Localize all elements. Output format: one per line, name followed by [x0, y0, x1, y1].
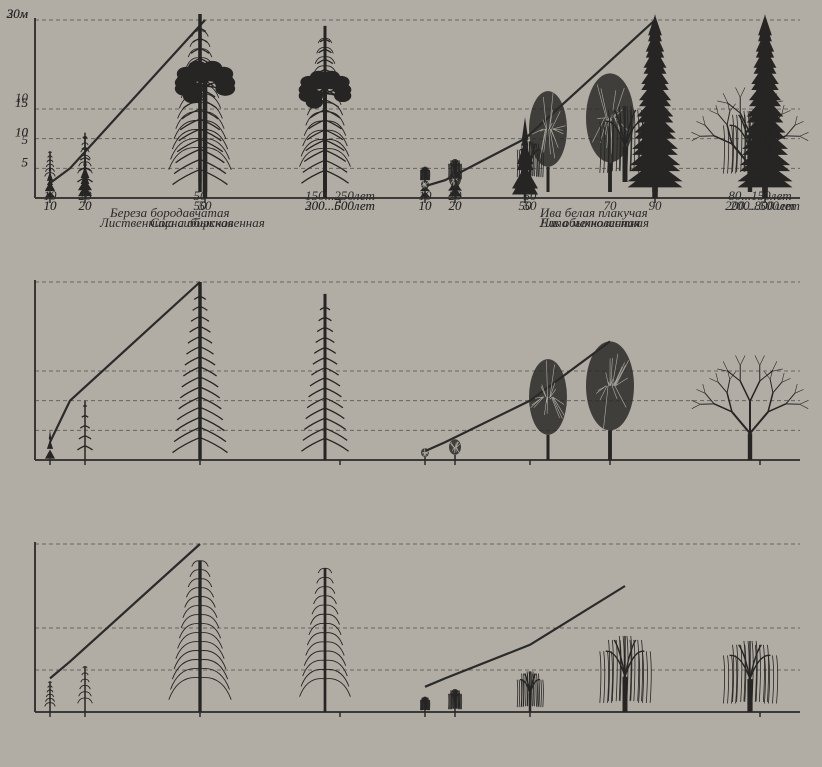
willow-tree — [723, 641, 777, 712]
deciduous-tree — [586, 341, 634, 460]
panel-caption: Береза бородавчатая — [109, 205, 230, 220]
x-tick-label: 10 — [419, 188, 433, 203]
growth-line — [50, 282, 200, 442]
deciduous-tree — [529, 359, 567, 460]
birch-tree — [300, 38, 351, 182]
x-tick-label: 50 — [524, 188, 538, 203]
row — [35, 542, 800, 717]
willow-tree — [420, 697, 429, 712]
growth-line — [425, 586, 625, 687]
willow-tree — [420, 167, 429, 182]
spruce-tree — [628, 14, 683, 192]
x-tick-label: 50 — [194, 188, 208, 203]
x-tick-label: 90 — [649, 198, 663, 213]
deciduous-tree — [449, 439, 461, 460]
x-tick-label: 20 — [79, 188, 93, 203]
birch-tree — [78, 667, 93, 712]
y-tick-label: 10 — [15, 90, 29, 105]
birch-tree — [45, 152, 56, 182]
growth-line — [425, 341, 610, 451]
birch-tree — [169, 31, 231, 182]
willow-tree — [517, 671, 543, 712]
y-tick-label: 20м — [7, 6, 28, 21]
y-tick-label: 5 — [22, 132, 29, 147]
x-tick-label: 10 — [44, 188, 58, 203]
growth-line — [50, 544, 200, 678]
panel-caption: Ива белая плакучая — [539, 205, 648, 220]
deciduous-tree — [421, 448, 429, 460]
y-tick-label: 5 — [22, 154, 29, 169]
willow-tree — [449, 689, 462, 712]
x-tick-label: 20 — [449, 188, 463, 203]
willow-tree — [449, 159, 462, 182]
x-tick-label: 150...250лет — [305, 188, 375, 203]
willow-tree — [600, 636, 651, 712]
birch-tree — [300, 568, 351, 712]
birch-tree — [169, 561, 231, 712]
birch-tree — [45, 682, 56, 712]
tree-growth-diagram: 5101530м102050200...500летСосна обыкнове… — [0, 0, 822, 767]
row — [35, 18, 800, 203]
row — [35, 280, 808, 465]
birch-tree — [78, 137, 93, 182]
diagram-svg: 5101530м102050200...500летСосна обыкнове… — [0, 0, 822, 767]
x-tick-label: 80...150лет — [728, 188, 791, 203]
deciduous-tree — [529, 91, 567, 192]
larch-tree — [301, 294, 348, 460]
